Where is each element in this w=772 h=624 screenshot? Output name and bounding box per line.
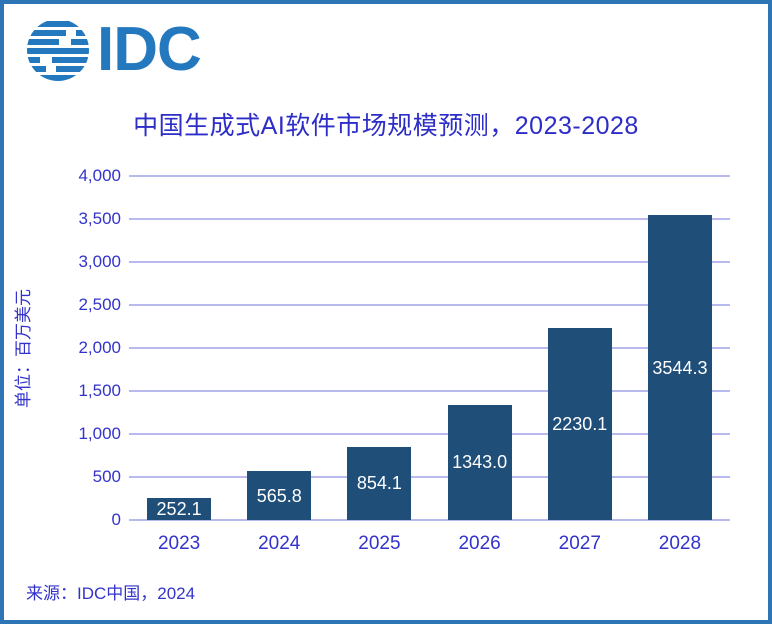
x-tick-label-2028: 2028 — [658, 533, 702, 554]
bar-value-label-2023: 252.1 — [156, 499, 202, 520]
idc-logo-text: IDC — [97, 15, 202, 84]
y-tick-label: 1,000 — [78, 424, 121, 443]
bar-2025: 854.1 — [347, 446, 412, 520]
source-note: 来源：IDC中国，2024 — [26, 584, 196, 603]
gridline — [129, 261, 730, 263]
bar-2028: 3544.3 — [647, 215, 712, 520]
bar-column-2025: 854.1 — [329, 176, 429, 520]
gridline — [129, 433, 730, 435]
y-tick-label: 2,500 — [78, 295, 121, 314]
y-tick-label: 1,500 — [78, 381, 121, 400]
y-axis-ticks: 0 500 1,000 1,500 2,000 2,500 3,000 3,500 4,000 — [4, 166, 121, 529]
bars-container: 252.1 565.8 854.1 1343.0 2230.1 3544.3 — [129, 176, 730, 520]
gridline — [129, 218, 730, 220]
bar-column-2023: 252.1 — [129, 176, 229, 520]
bar-2023: 252.1 — [147, 498, 212, 520]
x-tick-label-2027: 2027 — [558, 533, 601, 554]
y-tick-label: 3,500 — [78, 209, 121, 228]
plot-area: 252.1 565.8 854.1 1343.0 2230.1 3544.3 — [129, 175, 730, 521]
bar-value-label-2026: 1343.0 — [452, 452, 508, 473]
x-tick-label-2024: 2024 — [258, 533, 301, 554]
y-tick-label: 2,000 — [78, 338, 121, 357]
idc-logo: IDC — [26, 15, 202, 84]
y-tick-label: 0 — [111, 510, 121, 529]
bar-column-2026: 1343.0 — [430, 176, 530, 520]
x-axis-labels: 2023 2024 2025 2026 2027 2028 — [129, 533, 730, 555]
y-tick-label: 500 — [92, 467, 121, 486]
bar-column-2024: 565.8 — [229, 176, 329, 520]
idc-globe-icon — [27, 21, 89, 81]
bar-column-2028: 3544.3 — [630, 176, 730, 520]
bar-value-label-2028: 3544.3 — [652, 357, 708, 378]
gridline — [129, 347, 730, 349]
bar-2026: 1343.0 — [447, 404, 512, 520]
y-tick-label: 3,000 — [78, 252, 121, 271]
y-tick-label: 4,000 — [78, 166, 121, 185]
bar-value-label-2025: 854.1 — [356, 473, 402, 494]
chart-title: 中国生成式AI软件市场规模预测，2023-2028 — [133, 112, 639, 140]
gridline — [129, 519, 730, 521]
bar-value-label-2024: 565.8 — [256, 485, 302, 506]
gridline — [129, 476, 730, 478]
bar-2024: 565.8 — [247, 471, 312, 520]
x-tick-label-2026: 2026 — [458, 533, 501, 554]
x-tick-label-2025: 2025 — [358, 533, 401, 554]
bar-column-2027: 2230.1 — [530, 176, 630, 520]
gridline — [129, 175, 730, 177]
x-tick-label-2023: 2023 — [157, 533, 201, 554]
bar-2027: 2230.1 — [547, 328, 612, 520]
bar-value-label-2027: 2230.1 — [552, 414, 608, 435]
gridline — [129, 304, 730, 306]
gridline — [129, 390, 730, 392]
